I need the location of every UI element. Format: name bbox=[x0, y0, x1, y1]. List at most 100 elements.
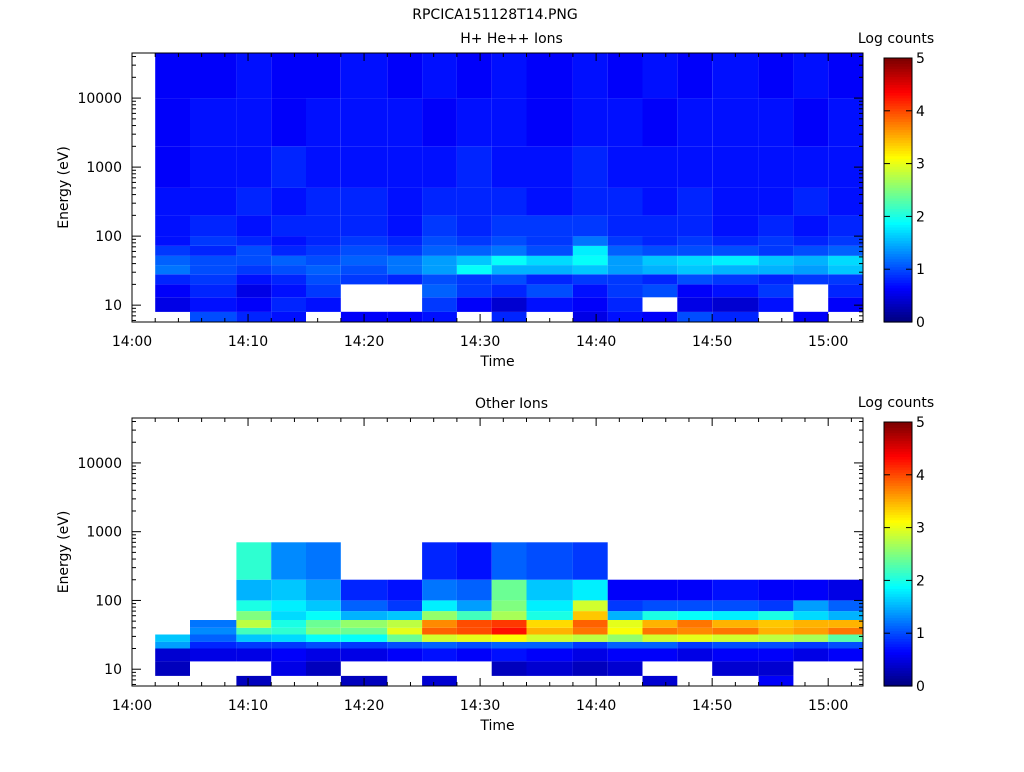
heatmap-cell bbox=[572, 187, 608, 216]
heatmap-cell bbox=[271, 187, 306, 216]
colorbar-step bbox=[884, 84, 912, 88]
heatmap-cell bbox=[422, 98, 457, 147]
heatmap-cell bbox=[306, 542, 341, 580]
colorbar-step bbox=[884, 509, 912, 513]
heatmap-cell bbox=[456, 274, 492, 285]
heatmap-cell bbox=[758, 600, 794, 612]
colorbar-step bbox=[884, 190, 912, 194]
colorbar-step bbox=[884, 258, 912, 262]
heatmap-cell bbox=[828, 53, 863, 99]
heatmap-cell bbox=[712, 611, 759, 620]
heatmap-cell bbox=[712, 284, 759, 298]
heatmap-cell bbox=[642, 265, 678, 275]
heatmap-cell bbox=[607, 53, 643, 99]
heatmap-cell bbox=[758, 641, 794, 649]
heatmap-cell bbox=[607, 284, 643, 298]
heatmap-cell bbox=[491, 542, 527, 580]
heatmap-cell bbox=[712, 579, 759, 601]
heatmap-cell bbox=[155, 98, 190, 147]
colorbar-step bbox=[884, 627, 912, 632]
heatmap-cell bbox=[712, 641, 759, 649]
heatmap-cell bbox=[155, 187, 190, 216]
heatmap-cell bbox=[793, 611, 829, 620]
heatmap-cell bbox=[793, 246, 829, 256]
heatmap-cell bbox=[236, 236, 272, 246]
heatmap-cell bbox=[491, 246, 527, 256]
heatmap-cell bbox=[236, 579, 272, 601]
heatmap-cell bbox=[677, 611, 713, 620]
heatmap-cell bbox=[793, 255, 829, 266]
colorbar-step bbox=[884, 585, 912, 589]
heatmap-cell bbox=[306, 284, 341, 298]
heatmap-cell bbox=[190, 620, 237, 628]
colorbar-step bbox=[884, 493, 912, 497]
heatmap-cell bbox=[526, 641, 573, 649]
colorbar-step bbox=[884, 472, 912, 476]
heatmap-cell bbox=[526, 265, 573, 275]
heatmap-cell bbox=[572, 146, 608, 188]
heatmap-cell bbox=[677, 255, 713, 266]
colorbar-step bbox=[884, 583, 912, 587]
heatmap-cell bbox=[306, 600, 341, 612]
heatmap-cell bbox=[422, 627, 457, 635]
heatmap-cell bbox=[828, 187, 863, 216]
panel-title: Other Ions bbox=[475, 396, 548, 412]
colorbar-step bbox=[884, 163, 912, 167]
heatmap-cell bbox=[607, 187, 643, 216]
heatmap-cell bbox=[456, 579, 492, 601]
heatmap-cell bbox=[190, 648, 237, 662]
heatmap-cell bbox=[271, 634, 306, 642]
colorbar-step bbox=[884, 535, 912, 539]
heatmap-cell bbox=[306, 187, 341, 216]
colorbar-step bbox=[884, 137, 912, 141]
colorbar-label: Log counts bbox=[858, 395, 934, 411]
heatmap-cell bbox=[340, 98, 388, 147]
colorbar-step bbox=[884, 654, 912, 658]
colorbar-tick-label: 3 bbox=[916, 521, 925, 537]
colorbar-step bbox=[884, 60, 912, 64]
heatmap-cell bbox=[607, 611, 643, 620]
heatmap-cell bbox=[677, 627, 713, 635]
colorbar-step bbox=[884, 490, 912, 494]
colorbar-step bbox=[884, 612, 912, 616]
heatmap-cell bbox=[572, 255, 608, 266]
heatmap-cell bbox=[190, 187, 237, 216]
colorbar-step bbox=[884, 282, 912, 286]
heatmap-cell bbox=[306, 265, 341, 275]
heatmap-cell bbox=[422, 146, 457, 188]
heatmap-cell bbox=[491, 187, 527, 216]
heatmap-cell bbox=[155, 215, 190, 237]
colorbar-step bbox=[884, 253, 912, 257]
heatmap-cell bbox=[526, 146, 573, 188]
colorbar-step bbox=[884, 174, 912, 178]
heatmap-cell bbox=[793, 311, 829, 322]
heatmap-cell bbox=[155, 284, 190, 298]
heatmap-cell bbox=[491, 648, 527, 662]
heatmap-cell bbox=[526, 246, 573, 256]
colorbar-step bbox=[884, 269, 912, 273]
heatmap-cell bbox=[828, 648, 863, 662]
colorbar-step bbox=[884, 448, 912, 452]
heatmap-cell bbox=[340, 255, 388, 266]
colorbar-step bbox=[884, 506, 912, 510]
colorbar-step bbox=[884, 71, 912, 75]
colorbar-step bbox=[884, 287, 912, 291]
heatmap-cell bbox=[607, 146, 643, 188]
colorbar-step bbox=[884, 672, 912, 677]
heatmap-cell bbox=[607, 255, 643, 266]
colorbar-step bbox=[884, 601, 912, 605]
heatmap-cell bbox=[306, 611, 341, 620]
heatmap-cell bbox=[491, 98, 527, 147]
heatmap-cell bbox=[456, 648, 492, 662]
heatmap-cell bbox=[456, 627, 492, 635]
colorbar-step bbox=[884, 179, 912, 183]
colorbar-step bbox=[884, 458, 912, 463]
heatmap-cell bbox=[712, 246, 759, 256]
heatmap-cell bbox=[456, 246, 492, 256]
heatmap-cell bbox=[422, 641, 457, 649]
colorbar-step bbox=[884, 680, 912, 684]
heatmap-cell bbox=[340, 600, 388, 612]
colorbar: 0 1 2 3 4 5 Log counts bbox=[858, 395, 934, 695]
heatmap-cell bbox=[422, 236, 457, 246]
heatmap-cell bbox=[828, 274, 863, 285]
